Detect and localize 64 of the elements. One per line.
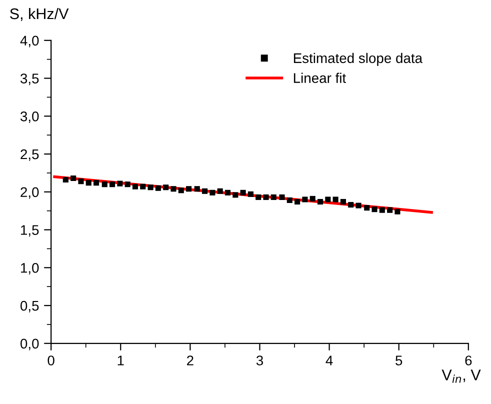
point (163, 184, 169, 190)
point (110, 182, 116, 188)
y-tick-label: 3,0 (20, 111, 39, 123)
legend-label: Estimated slope data (294, 52, 423, 66)
point (387, 207, 393, 213)
point (240, 190, 246, 196)
point (124, 182, 130, 188)
x-tick-label: 0 (48, 356, 54, 366)
point (340, 198, 346, 205)
x-tick-label: 3 (256, 356, 263, 366)
y-tick-label: 0,0 (20, 338, 39, 350)
point (170, 186, 176, 192)
point (302, 196, 308, 202)
x-axis-title: V$_{in}$, V (442, 370, 481, 383)
x-tick-label: 1 (118, 356, 124, 366)
point (132, 184, 138, 190)
point (210, 190, 216, 196)
point (86, 180, 92, 186)
y-tick-label: 3,5 (20, 74, 39, 86)
point (372, 206, 378, 212)
point (279, 194, 285, 200)
point (62, 177, 68, 183)
point (70, 175, 76, 182)
y-tick-label: 0,5 (20, 300, 39, 312)
point (155, 185, 161, 191)
point (263, 194, 269, 200)
y-tick-label: 2,0 (20, 187, 39, 199)
point (364, 205, 370, 211)
point (102, 182, 108, 188)
point (394, 208, 400, 214)
point (270, 194, 276, 200)
point (332, 196, 338, 202)
point (248, 191, 254, 197)
point (186, 186, 192, 192)
point (294, 198, 300, 205)
x-tick-label: 2 (187, 356, 194, 366)
point (148, 184, 154, 190)
point (379, 207, 385, 213)
point (140, 184, 146, 190)
point (224, 190, 231, 196)
point (217, 188, 223, 194)
point (356, 202, 362, 208)
point (256, 194, 262, 200)
point (317, 198, 324, 205)
x-tick-label: 5 (396, 356, 402, 366)
point (325, 196, 331, 202)
point (94, 180, 100, 186)
point (310, 196, 316, 202)
point (194, 186, 200, 192)
legend-label: Linear fit (294, 72, 346, 83)
y-tick-label: 2,5 (20, 149, 39, 161)
point (202, 188, 208, 194)
x-tick-label: 4 (326, 356, 333, 366)
y-tick-label: 1,0 (21, 262, 39, 274)
y-tick-label: 1,5 (21, 225, 39, 237)
point (178, 188, 184, 194)
point (286, 197, 292, 204)
point (117, 180, 123, 186)
point (232, 192, 238, 198)
y-tick-label: 4,0 (20, 36, 39, 48)
point (78, 178, 84, 184)
x-tick-label: 6 (465, 356, 472, 366)
y-axis-title: S, kHz/V (10, 8, 69, 22)
point (348, 202, 354, 208)
